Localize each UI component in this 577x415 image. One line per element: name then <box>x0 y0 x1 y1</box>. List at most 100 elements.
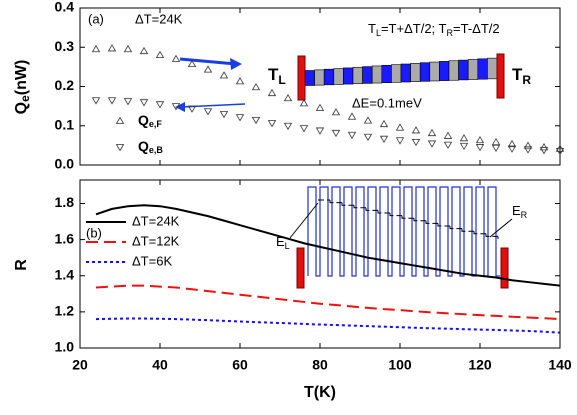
legend-label: ΔT=6K <box>132 253 172 268</box>
marker <box>459 142 469 151</box>
y-tick-label: 1.4 <box>55 266 75 282</box>
marker <box>331 129 341 138</box>
legend-sub: e,B <box>149 145 164 155</box>
marker <box>315 127 325 135</box>
marker <box>443 131 453 139</box>
annotation: ΔT=24K <box>135 11 183 26</box>
marker <box>107 97 117 105</box>
marker <box>475 144 485 152</box>
marker <box>395 137 405 145</box>
x-tick-label: 80 <box>312 357 328 373</box>
marker <box>155 50 165 58</box>
right-label: TR <box>512 65 531 87</box>
marker <box>395 123 405 131</box>
level-label: ER <box>512 203 528 220</box>
y-tick-label: 0.2 <box>55 77 75 93</box>
marker <box>155 101 165 109</box>
marker <box>411 126 421 134</box>
stripe <box>304 70 315 86</box>
x-tick-label: 120 <box>468 357 492 373</box>
legend-name: Q <box>138 138 149 154</box>
x-axis-label: T(K) <box>304 384 336 401</box>
contact <box>496 53 505 99</box>
marker <box>379 119 389 128</box>
panel-label: (a) <box>88 11 104 26</box>
legend-marker <box>115 144 125 152</box>
y-tick-label: 1.6 <box>55 230 75 246</box>
marker <box>91 44 101 53</box>
stripe <box>333 68 344 85</box>
marker <box>411 138 421 147</box>
marker <box>283 122 293 131</box>
arrow-head <box>175 102 185 112</box>
arrow <box>181 103 246 108</box>
contact <box>296 247 305 289</box>
marker <box>315 103 325 111</box>
marker <box>267 88 277 97</box>
pointer <box>289 202 319 239</box>
stripe <box>458 59 469 81</box>
stripe <box>371 65 383 84</box>
marker <box>491 144 501 153</box>
marker <box>91 97 101 105</box>
panel-label: (b) <box>86 225 102 240</box>
marker <box>475 135 485 144</box>
marker <box>283 93 293 102</box>
stripe <box>487 57 498 80</box>
inset-diagrams <box>175 53 513 289</box>
marker <box>267 120 277 128</box>
marker <box>219 71 229 79</box>
stripe <box>343 67 354 85</box>
marker <box>251 82 261 91</box>
marker <box>347 131 357 140</box>
stripe <box>400 63 411 83</box>
pointer <box>489 218 513 238</box>
marker <box>139 99 149 107</box>
arrow <box>179 57 237 66</box>
stripe <box>362 66 373 84</box>
marker <box>139 46 149 55</box>
stripe <box>448 60 459 81</box>
y-tick-label: 0.1 <box>55 116 75 132</box>
marker <box>299 125 309 133</box>
stripe <box>352 66 363 85</box>
marker <box>235 114 245 122</box>
marker <box>523 146 533 154</box>
formula: TL=T+ΔT/2; TR=T-ΔT/2 <box>368 21 500 38</box>
arrow-head <box>230 58 242 70</box>
marker <box>459 134 469 142</box>
marker <box>491 137 501 146</box>
marker <box>347 112 357 120</box>
marker <box>427 140 437 148</box>
y-tick-label: 1.0 <box>55 339 75 355</box>
marker <box>171 103 181 111</box>
legend-sub: e,F <box>149 119 163 129</box>
stripe <box>314 69 325 86</box>
marker <box>539 147 549 155</box>
stripe <box>323 68 335 86</box>
marker <box>427 128 437 137</box>
marker <box>203 65 213 73</box>
y-axis-label: Qe(nW) <box>13 60 32 115</box>
marker <box>171 54 181 62</box>
marker <box>507 139 517 148</box>
y-tick-label: 0.3 <box>55 38 75 54</box>
y-tick-label: 1.8 <box>55 194 75 210</box>
series-line <box>95 284 561 321</box>
marker <box>379 135 389 143</box>
x-tick-label: 60 <box>232 357 248 373</box>
legend-label: ΔT=24K <box>132 213 180 228</box>
marker <box>443 141 453 149</box>
marker <box>299 99 309 107</box>
marker <box>331 108 341 116</box>
marker <box>187 105 197 113</box>
marker <box>203 108 213 116</box>
marker <box>123 44 133 53</box>
marker <box>507 145 517 153</box>
legend-label: Qe,F <box>138 112 162 130</box>
stripe <box>419 62 431 82</box>
y-tick-label: 1.2 <box>55 303 75 319</box>
energy-label: ΔE=0.1meV <box>352 95 422 110</box>
legend-label: Qe,B <box>138 138 163 156</box>
